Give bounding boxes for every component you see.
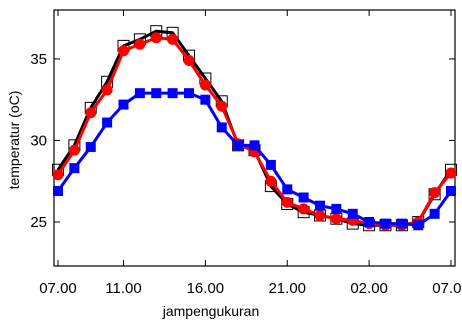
series-2 xyxy=(53,88,456,231)
series-layer xyxy=(52,25,457,232)
y-axis-title: temperatur (oC) xyxy=(6,91,22,190)
series-line xyxy=(56,36,453,227)
data-point xyxy=(85,141,96,152)
axis-ticks: 07.00 11.00 16.00 21.00 02.00 07.00 25 30 35 xyxy=(30,10,462,297)
data-point xyxy=(216,122,227,133)
data-point xyxy=(331,203,342,214)
data-point xyxy=(429,187,441,199)
data-point xyxy=(396,218,407,229)
y-tick-label: 30 xyxy=(30,132,47,149)
y-tick-label: 35 xyxy=(30,51,47,68)
x-tick-label: 07.00 xyxy=(39,280,77,297)
data-point xyxy=(429,208,440,219)
data-point xyxy=(134,88,145,99)
data-point xyxy=(413,220,424,231)
data-point xyxy=(347,208,358,219)
data-point xyxy=(281,196,293,208)
data-point xyxy=(364,216,375,227)
y-tick-label: 25 xyxy=(30,214,47,231)
series-1 xyxy=(52,32,457,231)
plot-frame xyxy=(53,9,456,267)
data-point xyxy=(118,45,129,57)
data-point xyxy=(150,32,162,44)
x-tick-label: 07.00 xyxy=(432,280,462,297)
data-point xyxy=(101,84,113,96)
data-point xyxy=(200,94,211,105)
data-point xyxy=(167,33,179,45)
data-point xyxy=(380,218,391,229)
x-tick-label: 21.00 xyxy=(268,280,306,297)
series-line xyxy=(56,29,453,227)
data-point xyxy=(184,88,194,99)
series-0 xyxy=(52,25,457,232)
x-axis-title: jampengukuran xyxy=(162,303,260,319)
data-point xyxy=(85,107,97,119)
data-point xyxy=(446,185,456,196)
data-point xyxy=(298,192,309,203)
data-point xyxy=(265,159,276,170)
series-line xyxy=(56,91,453,227)
data-point xyxy=(102,117,113,128)
data-point xyxy=(216,100,228,112)
data-point xyxy=(249,140,260,151)
data-point xyxy=(315,200,325,211)
data-point xyxy=(265,175,277,187)
data-point xyxy=(330,213,342,225)
data-point xyxy=(167,88,178,99)
data-point xyxy=(282,184,293,195)
data-point xyxy=(199,79,211,91)
data-point xyxy=(118,99,129,110)
x-tick-label: 11.00 xyxy=(105,280,141,297)
data-point xyxy=(53,185,63,196)
data-point xyxy=(134,38,146,50)
data-point xyxy=(69,163,80,174)
data-point xyxy=(183,55,195,67)
data-point xyxy=(314,209,326,221)
data-point xyxy=(233,140,244,151)
data-point xyxy=(52,169,64,181)
data-point xyxy=(151,88,162,99)
x-tick-label: 16.00 xyxy=(187,280,225,297)
data-point xyxy=(68,144,80,156)
data-point xyxy=(445,167,457,179)
x-tick-label: 02.00 xyxy=(350,280,388,297)
data-point xyxy=(298,203,310,215)
